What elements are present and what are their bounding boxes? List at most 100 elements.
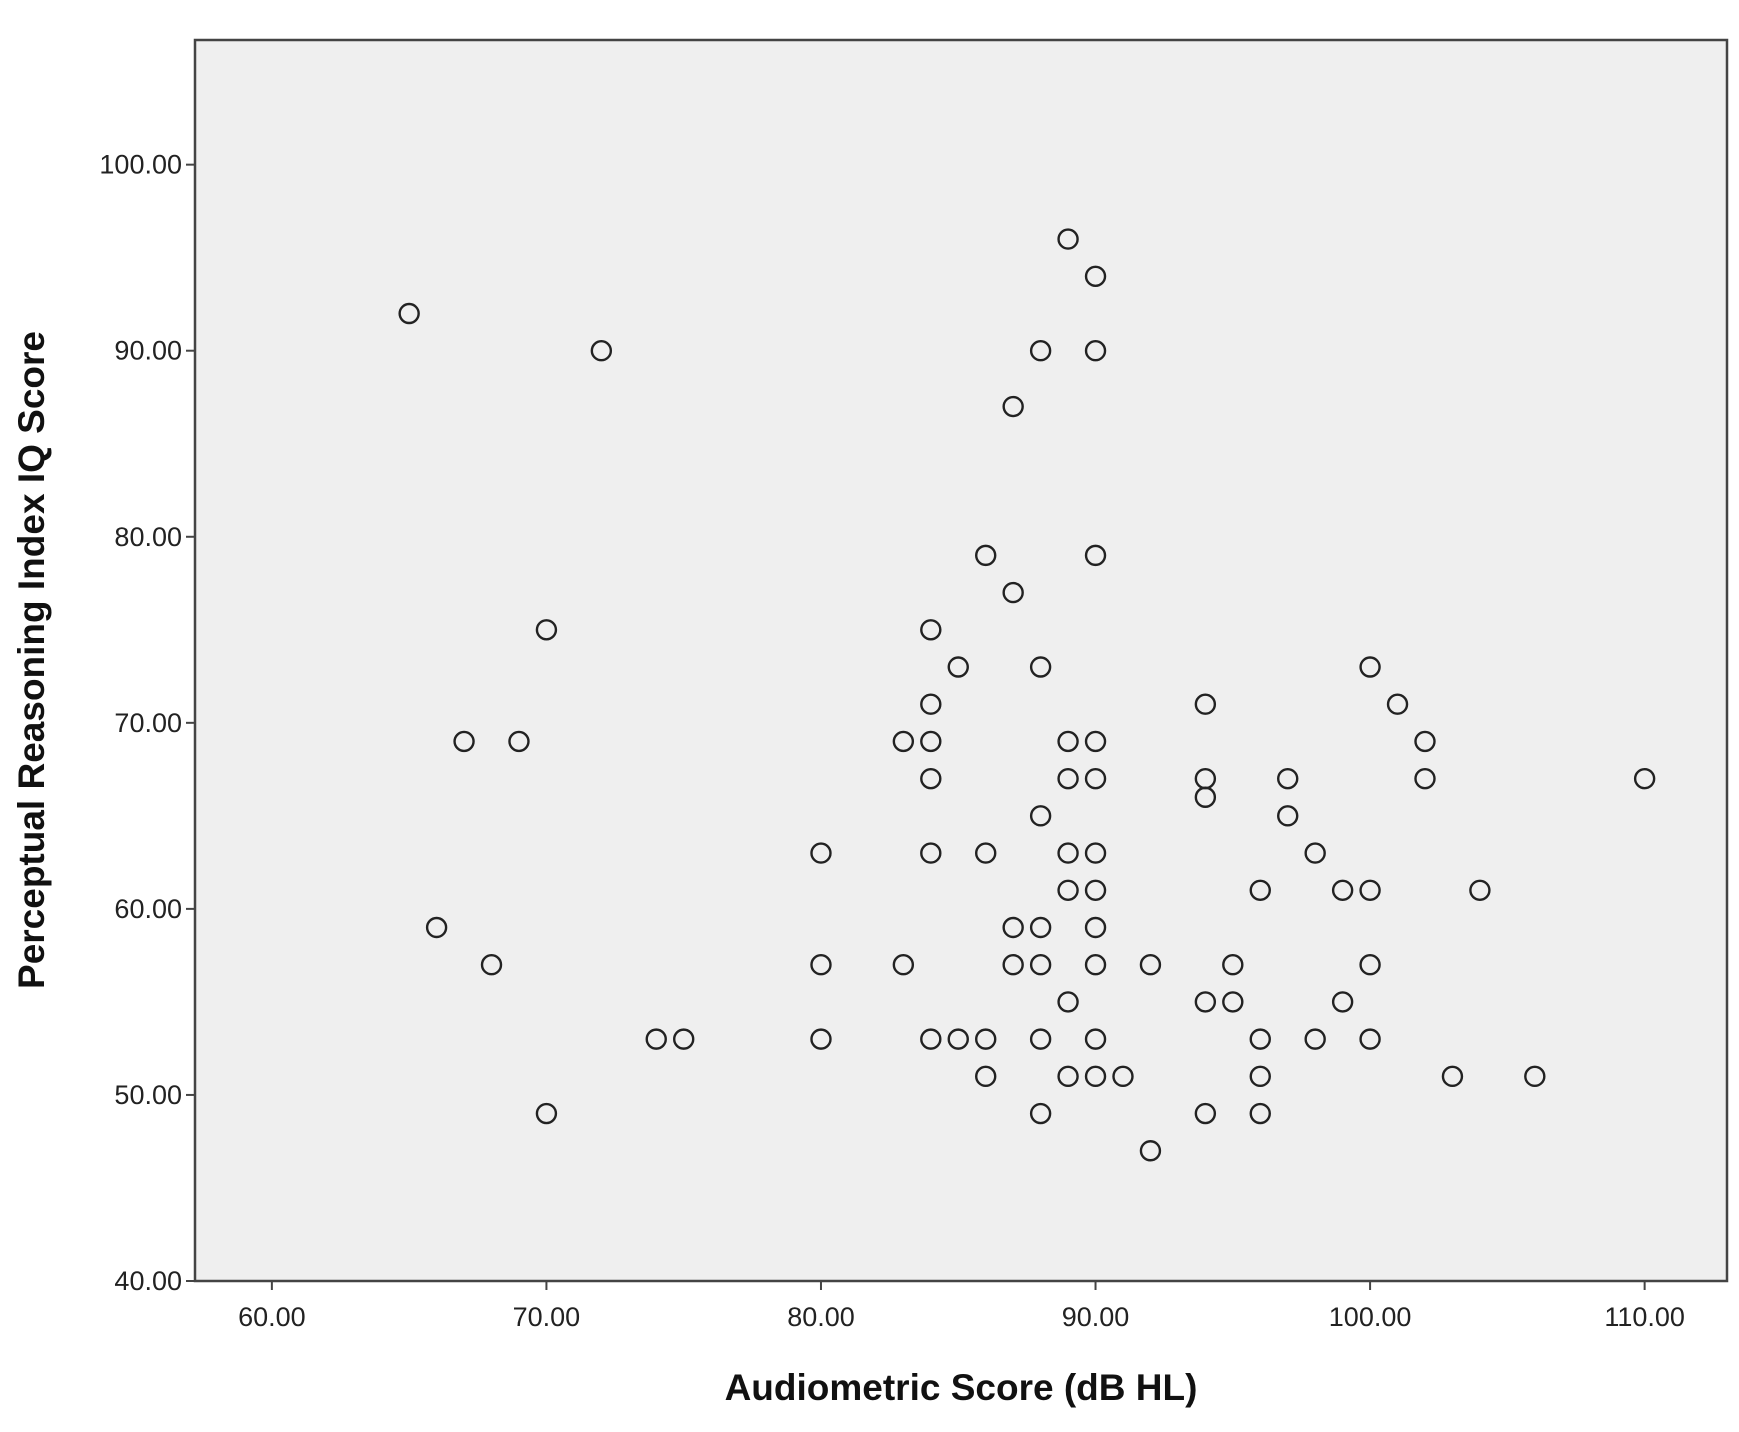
- data-point: [1084, 954, 1107, 976]
- y-tick-label: 100.00: [99, 150, 182, 180]
- data-point: [1249, 1028, 1271, 1050]
- data-point: [1084, 916, 1107, 939]
- data-point: [1414, 767, 1436, 790]
- y-tick-label: 50.00: [114, 1080, 182, 1110]
- y-tick-label: 80.00: [114, 522, 182, 552]
- x-tick-label: 110.00: [1604, 1302, 1685, 1332]
- data-point: [590, 340, 613, 362]
- data-point: [1331, 879, 1354, 901]
- data-point: [1002, 395, 1024, 418]
- data-point: [975, 1065, 997, 1088]
- x-tick-label: 100.00: [1329, 1302, 1412, 1332]
- data-point: [1084, 767, 1107, 790]
- data-point: [1029, 1102, 1052, 1125]
- data-point: [1222, 991, 1244, 1013]
- data-point: [810, 842, 832, 864]
- data-point: [1359, 1028, 1381, 1050]
- data-point: [892, 954, 915, 976]
- data-point: [1386, 693, 1409, 715]
- data-point: [920, 619, 942, 641]
- data-point: [810, 954, 832, 976]
- data-point: [1249, 1065, 1271, 1088]
- data-point: [1057, 842, 1079, 864]
- data-point: [425, 916, 448, 939]
- data-point: [1002, 954, 1024, 976]
- data-point: [1194, 991, 1217, 1013]
- data-point: [1084, 1028, 1107, 1050]
- data-point: [920, 842, 942, 864]
- y-tick-label: 60.00: [114, 894, 182, 924]
- data-point: [398, 302, 420, 325]
- data-point: [920, 767, 942, 790]
- data-point: [1029, 656, 1052, 678]
- x-tick-label: 90.00: [1062, 1302, 1130, 1332]
- data-point: [975, 1028, 997, 1050]
- data-point: [1249, 1102, 1271, 1125]
- data-point: [1277, 767, 1299, 790]
- data-point: [1029, 954, 1052, 976]
- data-point: [1414, 730, 1436, 753]
- data-point: [480, 954, 503, 976]
- data-point: [1249, 879, 1271, 901]
- data-point: [1084, 842, 1107, 864]
- data-point: [1469, 879, 1491, 901]
- data-point: [947, 1028, 969, 1050]
- data-point: [1057, 228, 1079, 250]
- x-axis-title: Audiometric Score (dB HL): [725, 1367, 1198, 1408]
- data-point: [975, 544, 997, 567]
- data-point: [1057, 991, 1079, 1013]
- data-point: [1084, 730, 1107, 753]
- data-point: [1084, 1065, 1107, 1088]
- data-point: [1084, 265, 1107, 287]
- data-point: [1194, 786, 1217, 808]
- data-point: [453, 730, 475, 753]
- data-point: [920, 730, 942, 753]
- x-axis: 60.00 70.00 80.00 90.00 100.00 110.00: [238, 1281, 1685, 1332]
- y-tick-label: 70.00: [114, 708, 182, 738]
- data-point: [1057, 879, 1079, 901]
- data-point: [535, 1102, 558, 1125]
- data-point: [1139, 1140, 1162, 1162]
- data-point: [1304, 842, 1326, 864]
- data-point: [1331, 991, 1354, 1013]
- data-point: [1524, 1065, 1546, 1088]
- y-tick-label: 40.00: [114, 1266, 182, 1296]
- data-point: [1029, 340, 1052, 362]
- data-point: [1194, 693, 1217, 715]
- y-tick-label: 90.00: [114, 336, 182, 366]
- x-tick-label: 80.00: [787, 1302, 855, 1332]
- data-points: [398, 228, 1656, 1162]
- y-axis-title: Perceptual Reasoning Index IQ Score: [11, 331, 52, 989]
- x-tick-label: 60.00: [238, 1302, 306, 1332]
- data-point: [1002, 581, 1024, 604]
- data-point: [920, 693, 942, 715]
- data-point: [1359, 954, 1381, 976]
- data-point: [1139, 954, 1162, 976]
- data-point: [1112, 1065, 1134, 1088]
- data-point: [508, 730, 530, 753]
- data-point: [1304, 1028, 1326, 1050]
- data-point: [1194, 1102, 1217, 1125]
- data-point: [1029, 805, 1052, 827]
- data-point: [892, 730, 915, 753]
- x-tick-label: 70.00: [513, 1302, 581, 1332]
- data-point: [1029, 916, 1052, 939]
- data-point: [920, 1028, 942, 1050]
- data-point: [645, 1028, 667, 1050]
- data-point: [1029, 1028, 1052, 1050]
- data-point: [1084, 340, 1107, 362]
- data-point: [1057, 730, 1079, 753]
- data-point: [1359, 879, 1381, 901]
- data-point: [1633, 767, 1656, 790]
- data-point: [673, 1028, 695, 1050]
- data-point: [1441, 1065, 1464, 1088]
- plot-area: [193, 38, 1729, 1283]
- data-point: [975, 842, 997, 864]
- data-point: [535, 619, 558, 641]
- data-point: [1084, 879, 1107, 901]
- data-point: [1057, 1065, 1079, 1088]
- data-point: [947, 656, 969, 678]
- data-point: [1084, 544, 1107, 567]
- data-point: [1222, 954, 1244, 976]
- data-point: [1359, 656, 1381, 678]
